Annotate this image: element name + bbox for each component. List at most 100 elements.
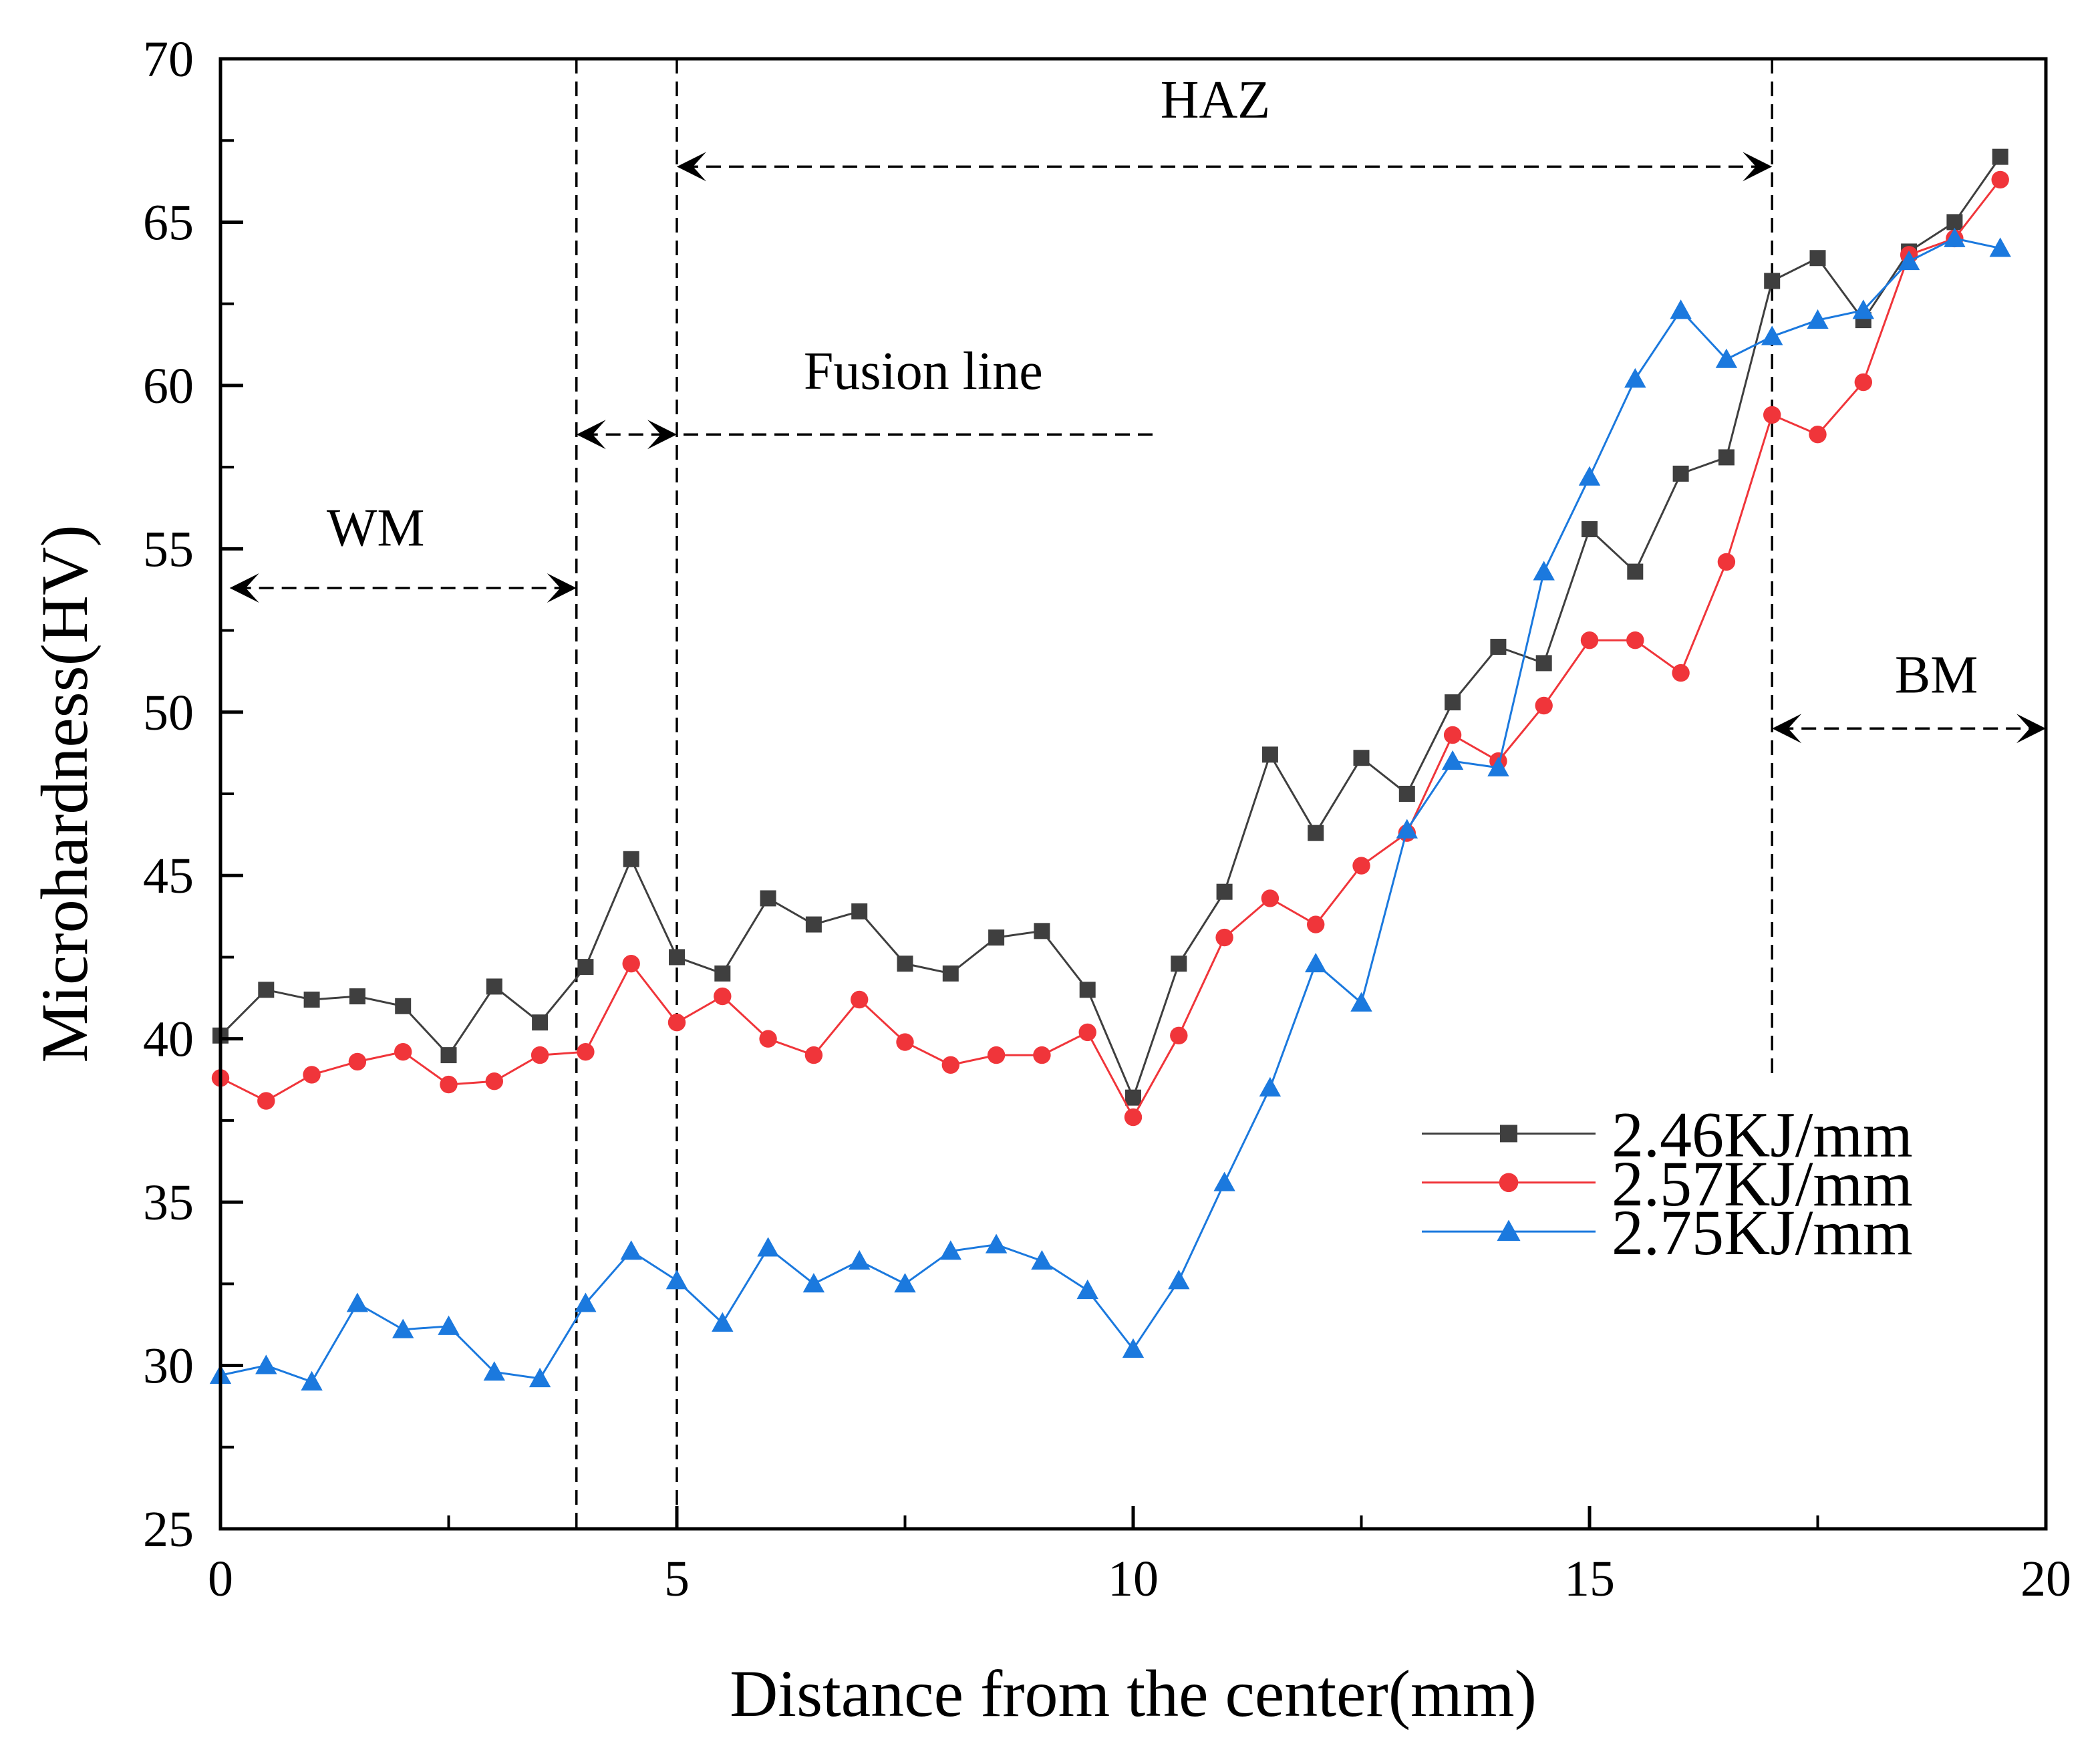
zone-arrowhead-left — [677, 152, 706, 182]
data-point — [1307, 915, 1325, 933]
data-point — [575, 1292, 597, 1312]
data-point — [438, 1315, 460, 1335]
data-point — [988, 929, 1005, 946]
data-point — [1944, 227, 1966, 247]
data-point — [1078, 1023, 1096, 1042]
data-point — [896, 1033, 914, 1051]
y-tick-label: 65 — [143, 194, 194, 251]
y-tick-label: 70 — [143, 31, 194, 88]
data-point — [1124, 1108, 1143, 1127]
legend-marker — [1497, 1219, 1521, 1241]
data-point — [1490, 639, 1507, 655]
data-point — [1305, 953, 1327, 973]
data-point — [1259, 1076, 1282, 1096]
data-point — [987, 1046, 1006, 1064]
zone-boundary-lines — [575, 59, 1773, 1529]
y-tick-label: 45 — [143, 848, 194, 904]
data-point — [851, 990, 869, 1009]
x-tick-label: 20 — [2020, 1551, 2071, 1607]
data-point — [1533, 561, 1555, 581]
data-point — [1213, 1171, 1235, 1191]
data-point — [623, 851, 639, 867]
data-point — [667, 1014, 686, 1032]
data-point — [712, 1312, 734, 1332]
data-point — [849, 1250, 871, 1270]
data-point — [440, 1075, 458, 1094]
data-point — [1034, 923, 1050, 939]
data-point — [483, 1361, 505, 1381]
series-line — [220, 237, 2001, 1383]
data-point — [577, 1043, 595, 1061]
data-point — [1672, 664, 1690, 682]
data-point — [802, 1273, 825, 1293]
data-point — [897, 956, 913, 972]
data-point — [395, 998, 412, 1014]
data-point — [1991, 170, 2009, 189]
data-point — [1396, 819, 1418, 839]
y-axis-title: Microhardness(HV) — [27, 525, 102, 1062]
data-point — [392, 1318, 414, 1338]
legend-label: 2.75KJ/mm — [1612, 1197, 1913, 1268]
data-point — [486, 978, 502, 995]
data-point — [577, 959, 594, 976]
data-point — [1398, 786, 1415, 802]
data-point — [1079, 982, 1096, 998]
data-point — [1809, 250, 1826, 267]
data-point — [622, 955, 640, 973]
zone-arrowhead-left — [229, 573, 259, 603]
data-point — [1122, 1338, 1145, 1358]
data-point — [1898, 250, 1920, 271]
data-point — [1718, 449, 1735, 466]
data-point — [851, 903, 868, 919]
zone-label: BM — [1895, 645, 1978, 704]
data-point — [440, 1047, 457, 1064]
data-point — [1216, 883, 1233, 900]
zone-arrowhead-right — [547, 573, 577, 603]
zone-arrowhead-left — [576, 420, 606, 450]
data-point — [1261, 746, 1278, 763]
data-point — [1717, 553, 1736, 571]
data-point — [1715, 348, 1738, 368]
data-point — [894, 1273, 916, 1293]
series-line — [219, 156, 2001, 1101]
data-point — [1627, 563, 1644, 580]
data-point — [1352, 857, 1370, 875]
x-axis-title: Distance from the center(mm) — [730, 1656, 1537, 1731]
data-point — [1946, 214, 1963, 231]
y-tick-label: 50 — [143, 685, 194, 741]
data-series — [209, 148, 2011, 1391]
x-tick-label: 5 — [664, 1551, 690, 1607]
x-tick-label: 0 — [208, 1551, 233, 1607]
series-2.57KJ/mm — [211, 170, 2009, 1127]
data-point — [301, 1370, 323, 1391]
y-tick-label: 40 — [143, 1012, 194, 1068]
data-point — [665, 1270, 688, 1290]
x-tick-label: 15 — [1564, 1551, 1615, 1607]
data-point — [1170, 1026, 1188, 1044]
data-point — [346, 1292, 369, 1312]
data-point — [1582, 521, 1598, 537]
data-point — [714, 965, 731, 982]
zone-arrowhead-right — [647, 420, 677, 450]
data-point — [939, 1240, 961, 1260]
data-point — [760, 890, 776, 907]
series-line — [220, 178, 2001, 1120]
data-point — [1578, 466, 1601, 486]
data-point — [942, 965, 959, 982]
data-point — [1125, 1089, 1141, 1106]
zone-label: Fusion line — [804, 342, 1043, 401]
data-point — [1441, 750, 1464, 770]
data-point — [529, 1367, 551, 1388]
data-point — [985, 1233, 1008, 1254]
data-point — [759, 1030, 777, 1048]
data-point — [532, 1014, 549, 1031]
data-point — [1580, 631, 1599, 649]
data-point — [257, 1092, 275, 1110]
data-point — [1353, 750, 1370, 766]
data-point — [349, 988, 365, 1005]
data-point — [1670, 299, 1692, 319]
data-point — [620, 1240, 642, 1260]
zone-arrowhead-left — [1772, 714, 1802, 744]
axis-ticks: 0 5 10 15 20 25 30 35 40 45 50 55 60 65 70 — [143, 31, 2071, 1607]
data-point — [805, 916, 822, 933]
